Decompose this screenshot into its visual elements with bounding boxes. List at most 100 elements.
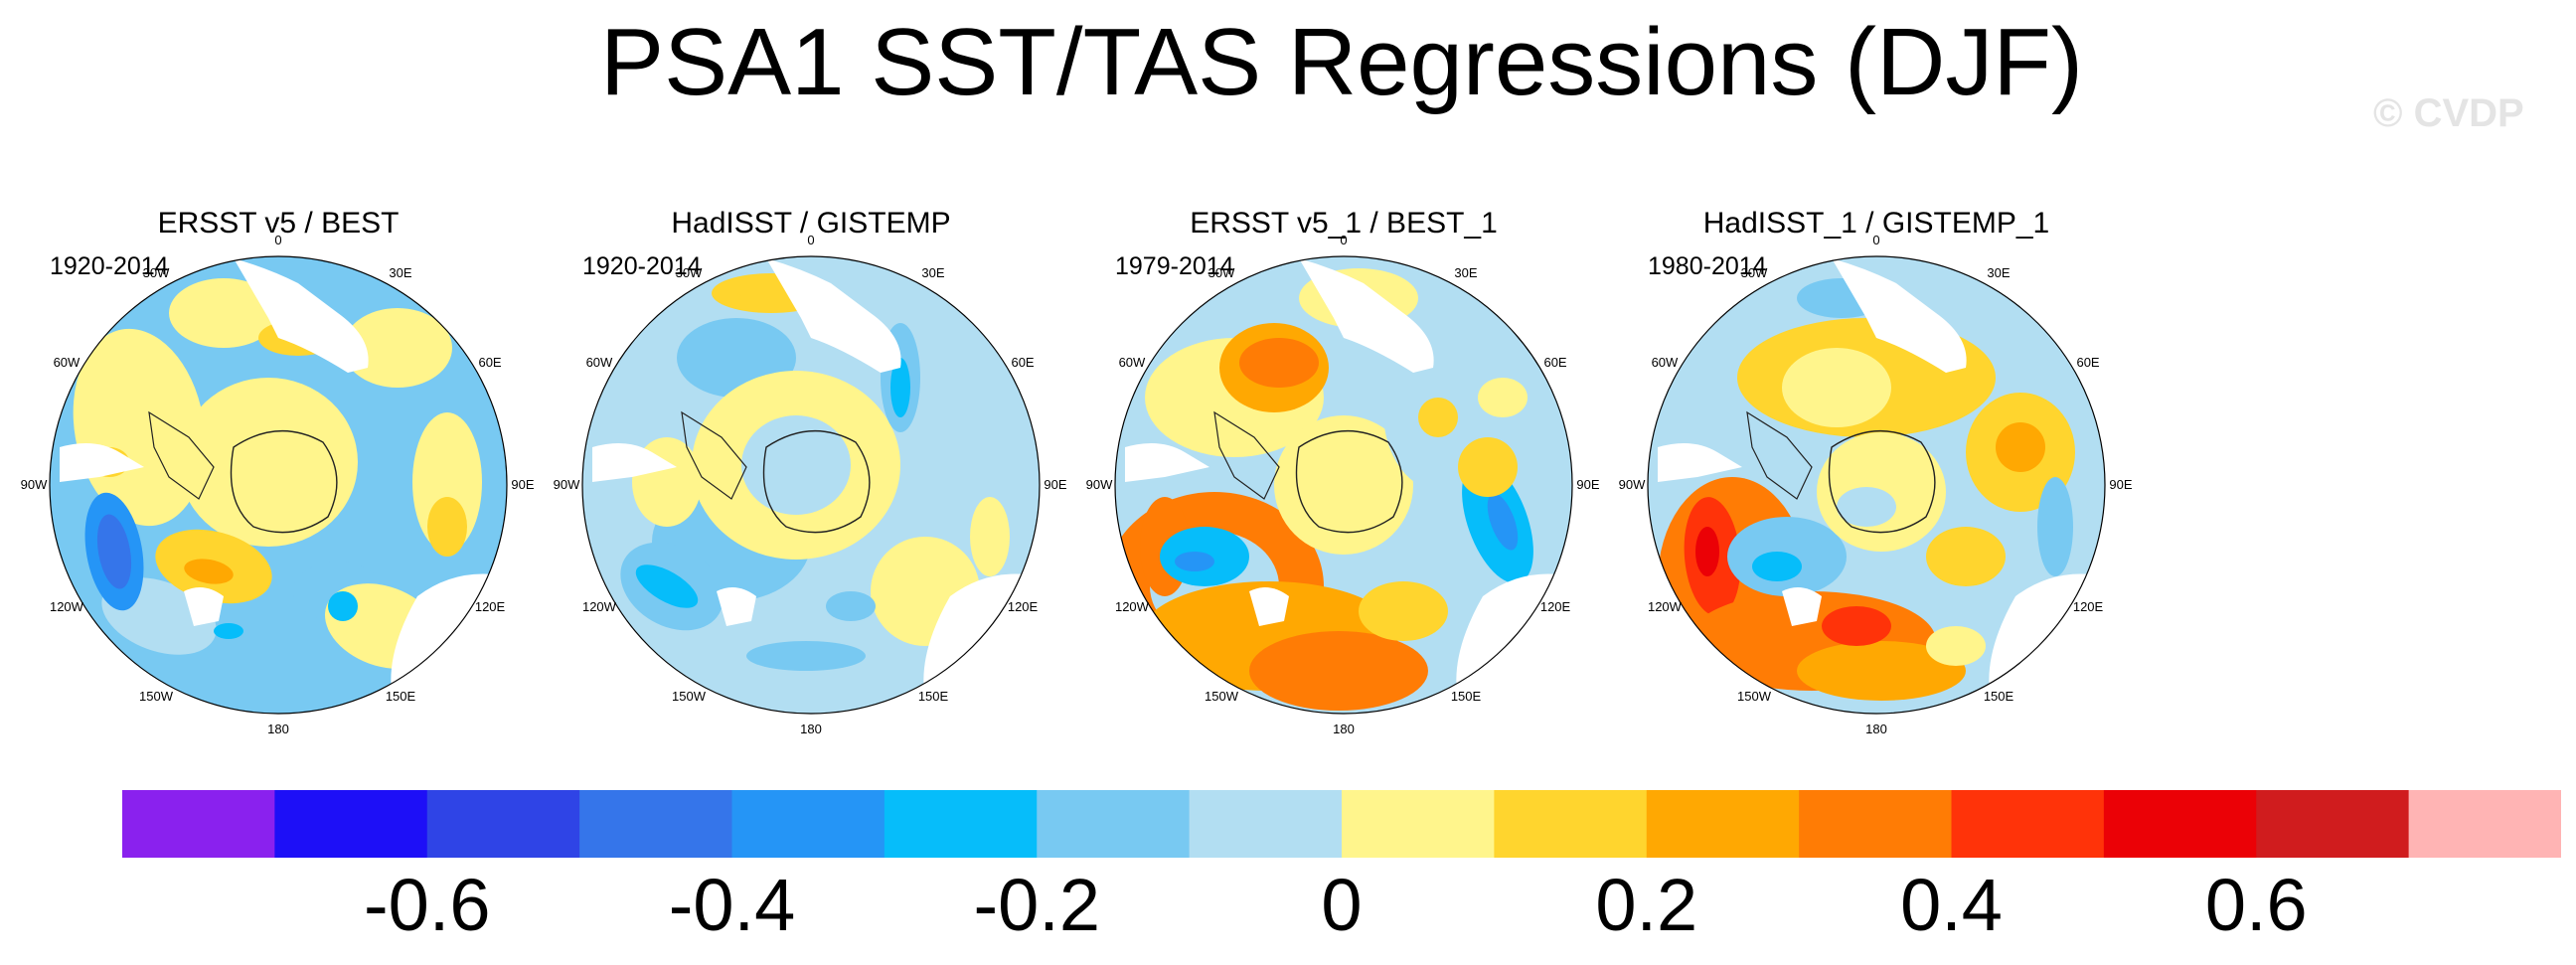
anomaly-region <box>1926 527 2006 586</box>
colorbar-box <box>731 790 886 858</box>
africa-landmass <box>1299 258 1434 373</box>
anomaly-region <box>1418 398 1458 437</box>
panel-period: 1979-2014 <box>1115 252 1234 280</box>
longitude-label: 120W <box>50 599 84 614</box>
longitude-label: 30W <box>1741 265 1768 280</box>
longitude-label: 150W <box>672 689 707 704</box>
anomaly-region <box>741 415 851 515</box>
anomaly-region <box>1822 606 1891 646</box>
anomaly-region <box>746 641 866 671</box>
antarctic-peninsula-outline <box>148 410 215 500</box>
colorbar-tick-label: 0 <box>1321 864 1363 946</box>
longitude-label: 120W <box>582 599 617 614</box>
africa-landmass <box>1832 258 1967 373</box>
anomaly-region <box>1782 348 1891 427</box>
antarctica-coastline <box>762 429 871 534</box>
anomaly-region <box>1359 581 1448 641</box>
panel-title: ERSST v5 / BEST <box>157 207 400 240</box>
longitude-label: 90W <box>554 477 580 492</box>
colorbar-box <box>1189 790 1343 858</box>
anomaly-region <box>826 591 876 621</box>
south-america-landmass <box>60 443 144 482</box>
longitude-label: 150E <box>386 689 416 704</box>
longitude-label: 150E <box>1984 689 2014 704</box>
colorbar-box <box>2408 790 2561 858</box>
longitude-label: 30W <box>143 265 170 280</box>
anomaly-region <box>427 497 467 557</box>
longitude-label: 90W <box>21 477 48 492</box>
longitude-label: 90E <box>1576 477 1599 492</box>
longitude-label: 30W <box>1208 265 1235 280</box>
anomaly-region <box>1752 552 1802 581</box>
antarctica-coastline <box>1828 429 1936 534</box>
south-america-landmass <box>1658 443 1742 482</box>
longitude-label: 120E <box>1540 599 1571 614</box>
longitude-label: 60W <box>1119 355 1146 370</box>
page-title: PSA1 SST/TAS Regressions (DJF) <box>600 9 2083 115</box>
longitude-label: 90E <box>1044 477 1066 492</box>
colorbar <box>122 790 2561 858</box>
anomaly-region <box>1695 527 1719 576</box>
map-border <box>581 255 1041 715</box>
new-zealand-landmass <box>717 587 756 626</box>
africa-landmass <box>234 258 369 373</box>
longitude-label: 120E <box>1008 599 1039 614</box>
colorbar-tick-label: -0.4 <box>668 864 796 946</box>
anomaly-region <box>1175 552 1214 571</box>
colorbar-box <box>1037 790 1191 858</box>
longitude-label: 150W <box>139 689 174 704</box>
colorbar-box <box>2256 790 2410 858</box>
antarctic-peninsula-outline <box>681 410 747 500</box>
africa-landmass <box>766 258 901 373</box>
longitude-label: 60W <box>1652 355 1679 370</box>
anomaly-region <box>1239 338 1319 388</box>
map-border <box>49 255 508 715</box>
panel-period: 1980-2014 <box>1648 252 1767 280</box>
colorbar-box <box>426 790 580 858</box>
anomaly-region <box>179 378 358 547</box>
anomaly-region <box>1487 493 1519 551</box>
colorbar-tick-label: 0.2 <box>1595 864 1698 946</box>
polar-map-hadisst-gistemp: 0 30E 60E 90E 120E 150E 180 150W 120W 90W 60W 30W <box>554 233 1067 736</box>
anomaly-region <box>184 559 234 584</box>
colorbar-box <box>1494 790 1648 858</box>
anomaly-region <box>1249 631 1428 711</box>
new-zealand-landmass <box>184 587 224 626</box>
colorbar-tick-label: 0.4 <box>1900 864 2003 946</box>
anomaly-region <box>736 280 796 300</box>
antarctic-peninsula-outline <box>1213 410 1280 500</box>
colorbar-box <box>1342 790 1495 858</box>
polar-map-ersst-best: 0 30E 60E 90E 120E 150E 180 150W 120W 90W 60W 30W <box>21 233 535 736</box>
longitude-label: 0 <box>1872 233 1879 247</box>
antarctic-peninsula-outline <box>1746 410 1813 500</box>
map-border <box>1647 255 2106 715</box>
panel-title: HadISST_1 / GISTEMP_1 <box>1702 207 2050 240</box>
longitude-label: 0 <box>807 233 814 247</box>
longitude-label: 60W <box>586 355 613 370</box>
anomaly-region <box>2037 477 2073 576</box>
cvdp-watermark: © CVDP <box>2373 91 2524 135</box>
longitude-label: 150W <box>1737 689 1772 704</box>
new-zealand-landmass <box>1249 587 1289 626</box>
longitude-label: 30E <box>921 265 944 280</box>
anomaly-region <box>169 278 278 348</box>
anomaly-region <box>970 497 1010 576</box>
anomaly-region <box>1926 626 1986 666</box>
panel-period: 1920-2014 <box>582 252 702 280</box>
anomaly-region <box>1274 415 1413 555</box>
longitude-label: 30E <box>389 265 411 280</box>
colorbar-box <box>1799 790 1952 858</box>
anomaly-region <box>1837 487 1896 527</box>
longitude-label: 120W <box>1648 599 1683 614</box>
longitude-label: 180 <box>267 722 289 736</box>
panel-title: HadISST / GISTEMP <box>671 207 951 240</box>
longitude-label: 120E <box>2073 599 2104 614</box>
longitude-label: 60E <box>1011 355 1034 370</box>
map-border <box>1114 255 1573 715</box>
colorbar-box <box>1646 790 1800 858</box>
colorbar-box <box>1951 790 2105 858</box>
longitude-label: 0 <box>274 233 281 247</box>
anomaly-region <box>1797 641 1966 701</box>
anomaly-region <box>1478 378 1528 417</box>
colorbar-box <box>2103 790 2257 858</box>
